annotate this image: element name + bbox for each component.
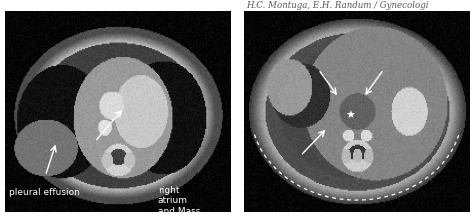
Text: pleural effusion: pleural effusion (9, 188, 80, 197)
Text: ★: ★ (345, 111, 355, 121)
Text: H.C. Montuga, E.H. Randum / Gynecologi: H.C. Montuga, E.H. Randum / Gynecologi (246, 1, 429, 10)
Text: right
atrium
and Mass: right atrium and Mass (158, 186, 200, 216)
